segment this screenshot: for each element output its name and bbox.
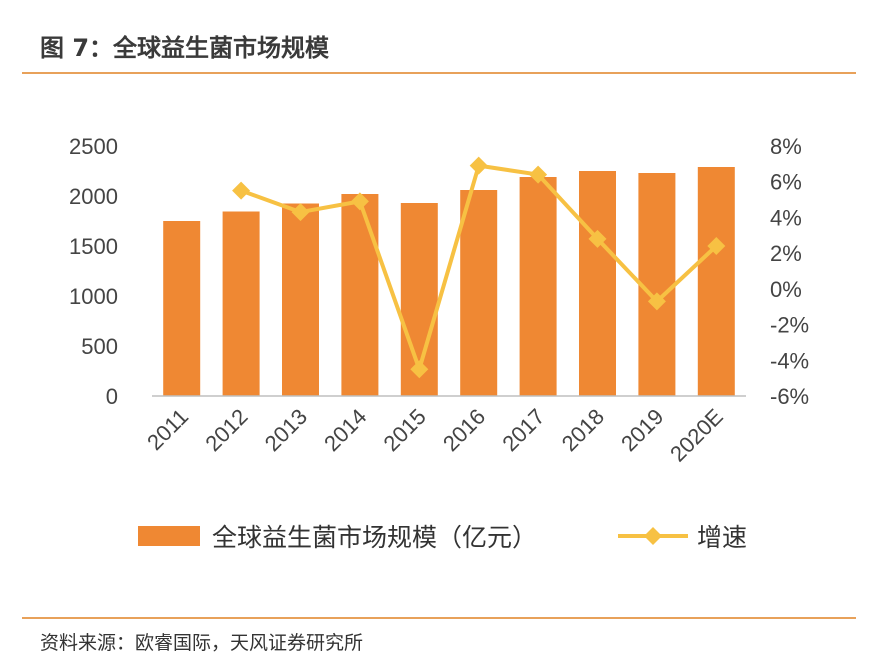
x-tick-label: 2017 (497, 404, 549, 456)
growth-point (588, 229, 607, 248)
growth-point (529, 165, 548, 184)
right-tick-label: -6% (770, 384, 809, 409)
bar-line-chart: 0 500 1000 1500 2000 2500 -6% -4% -2% 0% 2% 4% 6% 8%… (69, 134, 809, 552)
x-tick-label: 2018 (557, 404, 609, 456)
bar (282, 203, 319, 396)
x-tick-label: 2012 (200, 404, 252, 456)
growth-point (647, 292, 666, 311)
figure-title: 图 7：全球益生菌市场规模 (40, 34, 330, 62)
bar (519, 177, 557, 396)
right-axis-ticks: -6% -4% -2% 0% 2% 4% 6% 8% (770, 134, 809, 409)
growth-point (291, 203, 310, 222)
right-tick-label: 6% (770, 170, 802, 195)
left-tick-label: 500 (81, 334, 118, 359)
growth-point (232, 181, 251, 200)
legend: 全球益生菌市场规模（亿元） 增速 (138, 523, 747, 552)
x-tick-label: 2019 (616, 404, 668, 456)
left-tick-label: 0 (106, 384, 118, 409)
growth-point (707, 237, 726, 255)
x-tick-label: 2020E (665, 404, 728, 467)
x-axis-ticks: 2011 2012 2013 2014 2015 2016 2017 2018 20192020… (142, 404, 728, 467)
right-tick-label: 0% (770, 277, 802, 302)
right-tick-label: -2% (770, 313, 809, 338)
right-tick-label: -4% (770, 348, 809, 373)
legend-bar-label: 全球益生菌市场规模（亿元） (212, 523, 537, 552)
source-note: 资料来源：欧睿国际，天风证券研究所 (40, 632, 364, 654)
left-tick-label: 2000 (69, 184, 118, 209)
x-tick-label: 2015 (379, 404, 431, 456)
left-tick-label: 1000 (69, 284, 118, 309)
bar-series (163, 167, 735, 396)
left-tick-label: 1500 (69, 234, 118, 259)
legend-line-label: 增速 (697, 523, 747, 552)
bar (222, 211, 260, 396)
bar (163, 221, 201, 396)
growth-point (469, 156, 488, 175)
left-axis-ticks: 0 500 1000 1500 2000 2500 (69, 134, 118, 409)
x-tick-label: 2016 (438, 404, 490, 456)
x-tick-label: 2011 (142, 404, 193, 455)
x-tick-label: 2014 (319, 404, 371, 456)
growth-line-series (232, 156, 726, 379)
legend-line-marker (644, 527, 662, 545)
growth-point (350, 192, 369, 211)
bar (341, 194, 379, 396)
legend-bar-swatch (138, 526, 200, 546)
bar (638, 173, 676, 396)
bar (460, 190, 498, 396)
right-tick-label: 4% (770, 205, 802, 230)
bar (579, 171, 616, 396)
growth-point (410, 360, 429, 379)
source-divider (22, 617, 856, 619)
title-divider (22, 72, 856, 74)
bar (697, 167, 735, 396)
left-tick-label: 2500 (69, 134, 118, 159)
right-tick-label: 2% (770, 241, 802, 266)
right-tick-label: 8% (770, 134, 802, 159)
x-tick-label: 2013 (260, 404, 312, 456)
